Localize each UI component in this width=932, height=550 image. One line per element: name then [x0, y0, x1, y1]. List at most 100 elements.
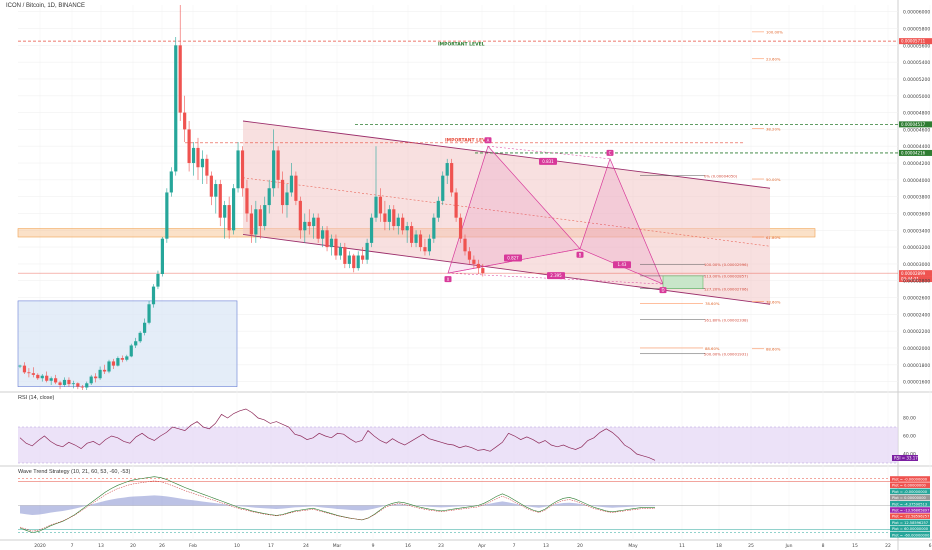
candle-body [383, 213, 387, 222]
candle-body [223, 205, 227, 218]
ratio-badge [613, 261, 631, 269]
ratio-label: 2.395 [550, 273, 562, 278]
candle-body [183, 112, 187, 130]
rsi-title: RSI (14, close) [18, 395, 55, 401]
candle-body [196, 147, 200, 168]
wt-value-label: Plot = 0.00000000 [892, 496, 927, 500]
candle-body [129, 345, 133, 357]
candle-body [27, 372, 31, 374]
retrace-label: 61.80% [766, 235, 781, 240]
candle-body [476, 263, 480, 269]
price-tick-label: 0.00004400 [903, 144, 930, 150]
candle-body [143, 322, 147, 333]
candle-body [67, 379, 71, 385]
price-tick-label: 0.00004800 [903, 111, 930, 117]
candle-body [450, 163, 454, 193]
time-tick-label: 15 [852, 543, 858, 549]
pattern-point-badge [576, 251, 584, 258]
candle-body [107, 361, 111, 372]
price-tag [899, 149, 932, 156]
candle-body [236, 150, 240, 189]
candle-body [356, 255, 360, 269]
candle-body [187, 129, 191, 164]
wt-value-tag [890, 476, 930, 482]
ratio-label: 1.43 [618, 262, 627, 267]
time-tick-label: 17 [268, 543, 274, 549]
candle-body [258, 209, 262, 227]
retrace-label: 88.60% [766, 347, 781, 352]
price-tick-label: 0.00003800 [903, 195, 930, 201]
annotation-label: IMPORTANT LEVEL [445, 137, 492, 143]
wavetrend-pane: Plot = -0.00000000 Plot = 0.00000000 Plot … [18, 476, 930, 538]
wt-value-label: Plot = -60.00000000 [892, 533, 930, 537]
price-tag-label: 0.00004517 [901, 122, 926, 127]
candles [18, 5, 485, 390]
time-tick-label: 7 [513, 543, 516, 549]
price-tag-label: 03:44:21 [901, 277, 919, 282]
price-tick-label: 0.00002800 [903, 279, 930, 285]
candle-body [361, 255, 365, 260]
time-tick-label: 10 [234, 543, 240, 549]
candle-body [378, 196, 383, 214]
wt-value-tag [890, 501, 930, 507]
candle-body [125, 356, 129, 360]
pattern-leg [487, 145, 611, 160]
retrace-label: 88.60% [705, 346, 720, 351]
rsi-value-label: RSI = 33.17 [894, 456, 918, 461]
wt2-line [19, 480, 655, 532]
fib-label: 127.20% (0.00002706) [704, 286, 749, 291]
candle-body [392, 209, 396, 227]
range-box [17, 300, 238, 387]
candle-body [334, 238, 338, 256]
candle-body [374, 196, 378, 218]
candle-body [209, 175, 213, 197]
wavetrend-title: Wave Trend Strategy (10, 21, 60, 53, -60… [18, 469, 131, 475]
fib-label: 161.80% (0.00002338) [704, 317, 749, 322]
candle-body [454, 192, 458, 218]
candle-body [80, 386, 84, 388]
time-tick-label: 9 [372, 543, 375, 549]
candle-body [445, 163, 449, 176]
time-tick-label: 2020 [34, 543, 46, 549]
candle-body [272, 150, 276, 189]
fib-label: 113.00% (0.00002857) [704, 274, 749, 279]
candle-body [76, 383, 80, 387]
price-tick-label: 0.00006000 [903, 10, 930, 16]
price-tick-label: 0.00003400 [903, 228, 930, 234]
candle-body [289, 175, 294, 193]
candle-body [160, 238, 164, 274]
wt-area [20, 495, 655, 515]
fib-label: 200.00% (0.00001931) [704, 352, 749, 357]
candle-body [138, 332, 142, 342]
candle-body [240, 150, 245, 189]
overlays [17, 31, 898, 387]
price-tag [899, 121, 932, 128]
time-tick-label: 13 [98, 543, 104, 549]
candle-body [178, 45, 182, 113]
candle-body [116, 358, 120, 366]
time-tick-label: 18 [716, 543, 722, 549]
price-tick-label: 0.00001600 [903, 380, 930, 386]
ratio-label: 0.831 [542, 159, 554, 164]
time-tick-label: 8 [822, 543, 825, 549]
pattern-point-badge [484, 137, 492, 144]
candle-body [232, 188, 236, 231]
pattern-point-badge [606, 149, 614, 156]
candle-body [343, 247, 347, 264]
candle-body [191, 147, 196, 164]
time-tick-label: Apr [478, 543, 486, 549]
candle-body [227, 205, 231, 231]
candle-body [347, 255, 351, 264]
price-tag [899, 276, 932, 283]
ratio-badge [539, 157, 557, 165]
price-tick-label: 0.00002600 [903, 296, 930, 302]
time-tick-label: 6 [929, 543, 932, 549]
candle-body [134, 341, 138, 346]
candle-body [94, 376, 98, 379]
time-tick-label: Feb [189, 543, 197, 549]
candle-body [174, 45, 178, 172]
price-tick-label: 0.00002000 [903, 346, 930, 352]
rsi-tick-label: 40.00 [903, 452, 916, 458]
